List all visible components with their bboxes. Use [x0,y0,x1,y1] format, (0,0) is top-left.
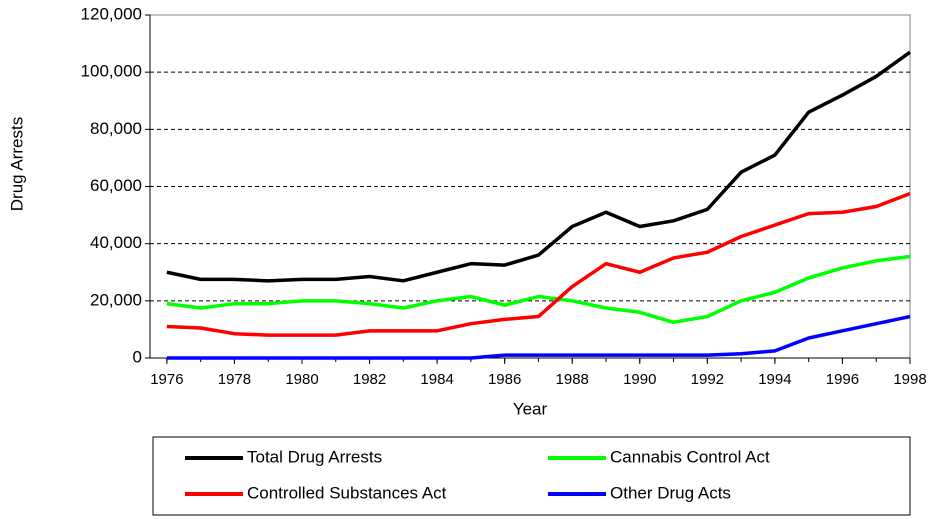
legend-label: Cannabis Control Act [610,447,770,466]
x-tick-label: 1982 [353,371,386,388]
series-line [166,314,911,360]
series-line [166,254,911,325]
x-axis-label: Year [513,399,548,418]
x-tick-label: 1998 [893,371,926,388]
legend-label: Controlled Substances Act [247,483,447,502]
x-tick-label: 1992 [691,371,724,388]
y-tick-label: 80,000 [90,119,142,138]
y-tick-label: 40,000 [90,233,142,252]
y-tick-label: 100,000 [81,62,142,81]
x-tick-label: 1990 [623,371,656,388]
x-tick-label: 1996 [826,371,859,388]
x-tick-label: 1976 [150,371,183,388]
legend-label: Total Drug Arrests [247,447,382,466]
legend-label: Other Drug Acts [610,483,731,502]
y-tick-label: 60,000 [90,176,142,195]
y-tick-label: 20,000 [90,290,142,309]
series-line [166,192,911,337]
x-tick-label: 1978 [218,371,251,388]
x-tick-label: 1988 [556,371,589,388]
y-tick-label: 120,000 [81,4,142,23]
x-tick-label: 1980 [285,371,318,388]
x-tick-label: 1986 [488,371,521,388]
y-tick-label: 0 [133,347,142,366]
legend [152,436,911,516]
x-tick-label: 1984 [420,371,453,388]
y-axis-label: Drug Arrests [7,117,26,211]
series-line [166,50,912,283]
x-tick-label: 1994 [758,371,791,388]
